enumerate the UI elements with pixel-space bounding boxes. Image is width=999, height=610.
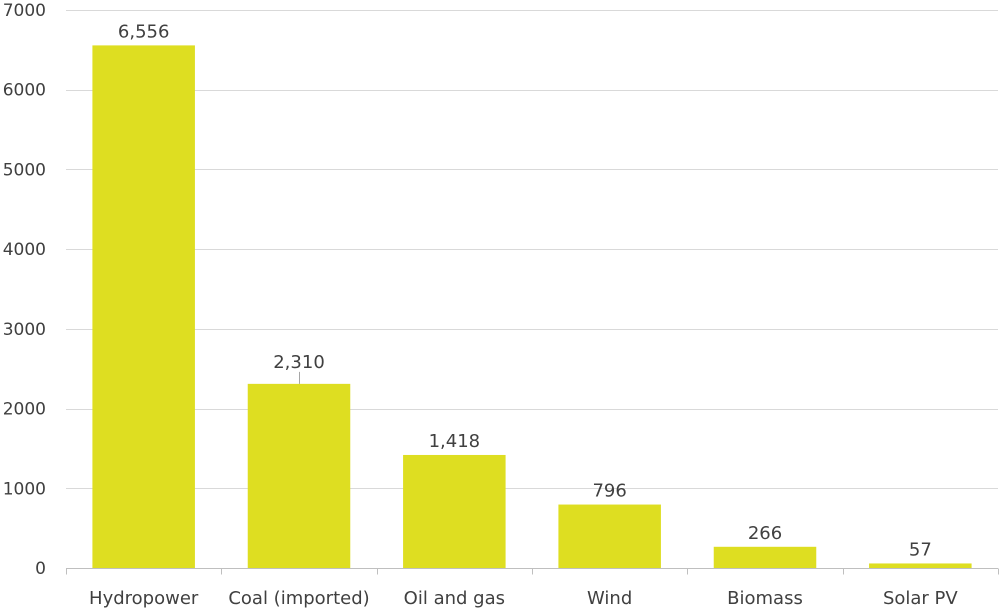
y-tick-label: 1000 bbox=[3, 479, 46, 499]
x-axis bbox=[66, 568, 999, 575]
bar bbox=[403, 454, 506, 568]
x-tick-label: Solar PV bbox=[883, 588, 958, 609]
bar bbox=[247, 383, 351, 568]
bars bbox=[92, 45, 972, 569]
x-tick-label: Hydropower bbox=[89, 588, 199, 609]
data-label: 266 bbox=[748, 523, 782, 544]
y-tick-label: 2000 bbox=[3, 400, 46, 420]
data-label: 57 bbox=[909, 539, 932, 560]
x-tick-label: Biomass bbox=[727, 588, 803, 609]
x-tick-label: Oil and gas bbox=[404, 588, 505, 609]
bar bbox=[558, 504, 661, 568]
bar bbox=[92, 45, 195, 569]
data-label: 796 bbox=[592, 481, 626, 502]
data-label: 1,418 bbox=[429, 431, 481, 452]
data-label: 6,556 bbox=[118, 21, 170, 42]
x-axis-tick-labels: Hydropower Coal (imported) Oil and gas Wind… bbox=[89, 588, 958, 609]
x-tick-label: Wind bbox=[587, 588, 632, 609]
x-tick-label: Coal (imported) bbox=[228, 588, 369, 609]
y-tick-label: 6000 bbox=[3, 81, 46, 101]
gridlines bbox=[66, 10, 998, 489]
y-tick-label: 3000 bbox=[3, 320, 46, 340]
bar bbox=[869, 563, 972, 568]
y-tick-label: 7000 bbox=[3, 1, 46, 21]
y-tick-label: 0 bbox=[35, 559, 46, 579]
y-tick-label: 4000 bbox=[3, 240, 46, 260]
y-axis-tick-labels: 0 1000 2000 3000 4000 5000 6000 7000 bbox=[3, 1, 46, 579]
data-labels: 6,556 2,310 1,418 796 266 57 bbox=[118, 21, 932, 560]
data-label: 2,310 bbox=[273, 352, 325, 373]
bar bbox=[713, 546, 817, 568]
y-tick-label: 5000 bbox=[3, 160, 46, 180]
